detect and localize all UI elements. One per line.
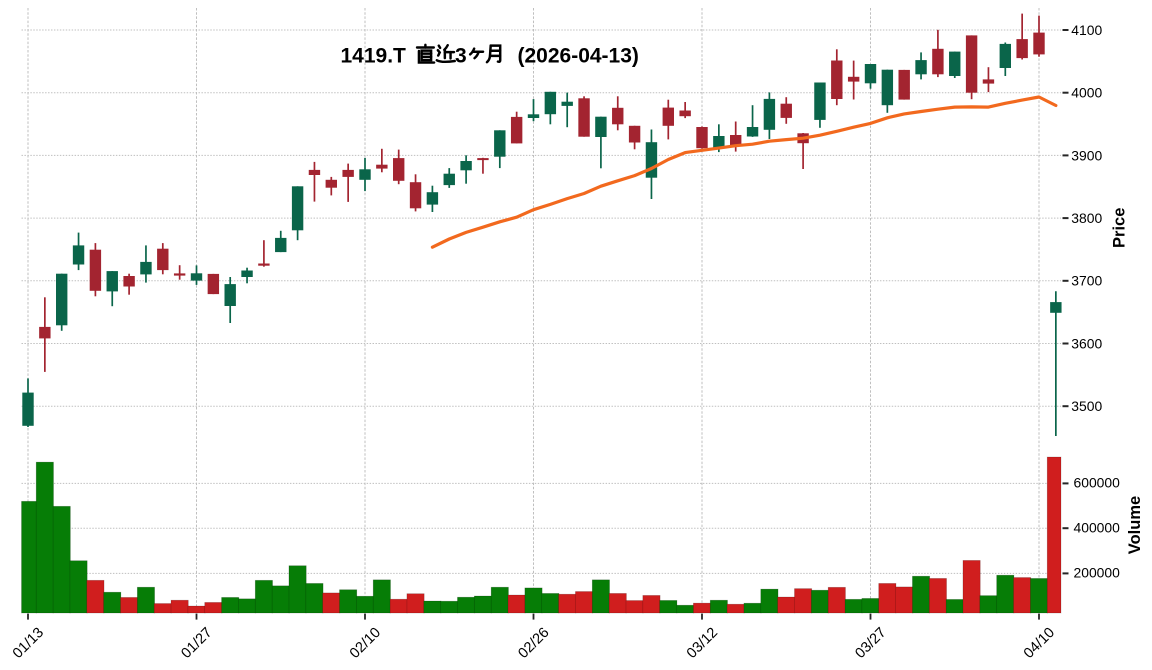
svg-text:1419.T: 1419.T xyxy=(341,45,407,68)
svg-text:02/10: 02/10 xyxy=(347,625,384,662)
svg-text:4000: 4000 xyxy=(1071,85,1102,101)
svg-text:3700: 3700 xyxy=(1071,273,1102,289)
svg-text:3: 3 xyxy=(455,45,467,68)
svg-text:01/27: 01/27 xyxy=(178,625,215,662)
svg-text:Volume: Volume xyxy=(1126,496,1144,554)
svg-text:04/10: 04/10 xyxy=(1021,625,1058,662)
svg-text:02/26: 02/26 xyxy=(515,625,552,662)
svg-text:Price: Price xyxy=(1111,208,1129,248)
svg-text:3500: 3500 xyxy=(1071,398,1102,414)
svg-text:3600: 3600 xyxy=(1071,335,1102,351)
svg-text:200000: 200000 xyxy=(1074,565,1121,581)
svg-text:600000: 600000 xyxy=(1074,475,1121,491)
svg-text:3800: 3800 xyxy=(1071,210,1102,226)
svg-text:4100: 4100 xyxy=(1071,22,1102,38)
svg-text:3900: 3900 xyxy=(1071,147,1102,163)
svg-text:01/13: 01/13 xyxy=(10,625,47,662)
svg-text:400000: 400000 xyxy=(1074,520,1121,536)
svg-text:03/12: 03/12 xyxy=(684,625,721,662)
svg-text:(2026-04-13): (2026-04-13) xyxy=(518,45,639,68)
svg-text:03/27: 03/27 xyxy=(852,625,889,662)
